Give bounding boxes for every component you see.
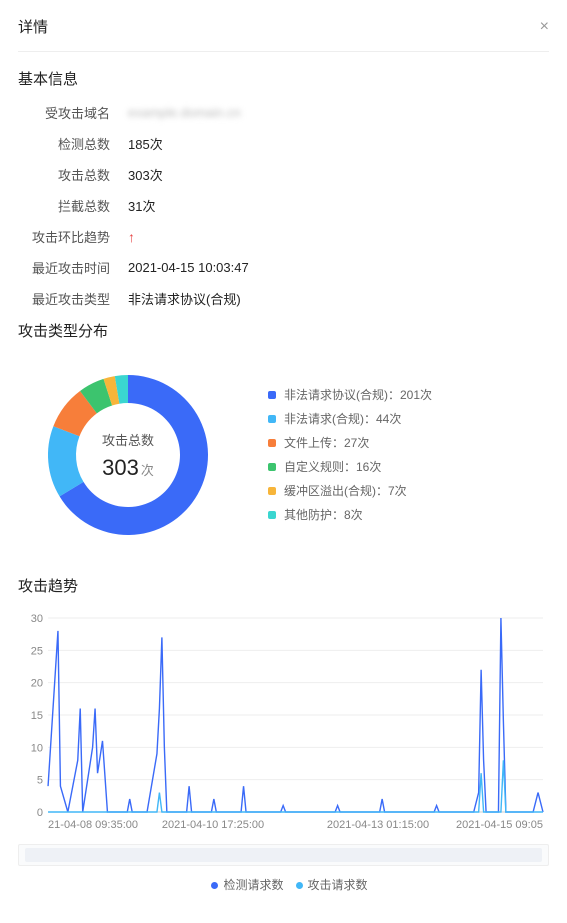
legend-label: 非法请求协议(合规)：201次 xyxy=(284,383,432,407)
legend-item[interactable]: 文件上传：27次 xyxy=(268,431,549,455)
donut-center: 攻击总数 303次 xyxy=(102,430,154,481)
legend-label: 缓冲区溢出(合规)：7次 xyxy=(284,479,407,503)
legend-label: 其他防护：8次 xyxy=(284,503,363,527)
svg-text:25: 25 xyxy=(31,645,43,657)
info-label: 最近攻击类型 xyxy=(18,289,110,308)
panel-title: 详情 xyxy=(18,16,48,37)
legend-dot-icon xyxy=(211,882,218,889)
info-row: 检测总数 185次 xyxy=(18,134,549,153)
details-panel: 详情 × 基本信息 受攻击域名 example.domain.cn 检测总数 185次… xyxy=(0,0,567,909)
svg-text:2021-04-13 01:15:00: 2021-04-13 01:15:00 xyxy=(327,819,429,831)
info-row: 最近攻击类型非法请求协议(合规) xyxy=(18,289,549,308)
svg-text:10: 10 xyxy=(31,742,43,754)
legend-label: 自定义规则：16次 xyxy=(284,455,381,479)
info-row: 攻击总数 303次 xyxy=(18,165,549,184)
donut-center-label: 攻击总数 xyxy=(102,430,154,449)
close-icon[interactable]: × xyxy=(540,18,549,36)
legend-dot-icon xyxy=(268,415,276,423)
info-label: 最近攻击时间 xyxy=(18,258,110,277)
legend-dot-icon xyxy=(268,463,276,471)
legend-label[interactable]: 攻击请求数 xyxy=(308,878,368,892)
svg-text:21-04-08 09:35:00: 21-04-08 09:35:00 xyxy=(48,819,138,831)
svg-text:2021-04-10 17:25:00: 2021-04-10 17:25:00 xyxy=(162,819,264,831)
info-label: 拦截总数 xyxy=(18,196,110,215)
basic-info-list: 受攻击域名example.domain.cn检测总数185次攻击总数303次拦截… xyxy=(18,103,549,308)
trend-range-slider[interactable] xyxy=(18,844,549,866)
legend-dot-icon xyxy=(268,511,276,519)
legend-dot-icon xyxy=(268,391,276,399)
donut-center-value: 303 xyxy=(102,455,139,480)
donut-chart: 攻击总数 303次 xyxy=(18,355,238,555)
info-value: example.domain.cn xyxy=(128,105,241,120)
info-value: 2021-04-15 10:03:47 xyxy=(128,260,249,275)
info-row: 攻击环比趋势 ↑ xyxy=(18,227,549,246)
info-label: 攻击总数 xyxy=(18,165,110,184)
info-value: 非法请求协议(合规) xyxy=(128,289,241,308)
trend-range-handle[interactable] xyxy=(25,848,542,862)
attack-trend-title: 攻击趋势 xyxy=(18,575,549,596)
info-value: 303次 xyxy=(128,165,163,184)
legend-label[interactable]: 检测请求数 xyxy=(223,878,283,892)
info-label: 攻击环比趋势 xyxy=(18,227,110,246)
svg-text:2021-04-15 09:05: 2021-04-15 09:05 xyxy=(456,819,543,831)
donut-center-unit: 次 xyxy=(141,463,154,478)
legend-item[interactable]: 缓冲区溢出(合规)：7次 xyxy=(268,479,549,503)
legend-dot-icon xyxy=(296,882,303,889)
legend-label: 文件上传：27次 xyxy=(284,431,369,455)
svg-text:20: 20 xyxy=(31,678,43,690)
legend-item[interactable]: 非法请求协议(合规)：201次 xyxy=(268,383,549,407)
legend-dot-icon xyxy=(268,487,276,495)
attack-type-dist-title: 攻击类型分布 xyxy=(18,320,549,341)
info-label: 检测总数 xyxy=(18,134,110,153)
trend-chart-area: 0 5 10 15 20 25 30 21-04-08 09:35:00 2021-04-10 … xyxy=(18,610,549,893)
info-row: 最近攻击时间 2021-04-15 10:03:47 xyxy=(18,258,549,277)
info-value: 185次 xyxy=(128,134,163,153)
trend-series-line xyxy=(48,760,543,812)
info-row: 受攻击域名 example.domain.cn xyxy=(18,103,549,122)
trend-chart: 0 5 10 15 20 25 30 21-04-08 09:35:00 2021-04-10 … xyxy=(18,610,549,840)
panel-header: 详情 × xyxy=(18,16,549,52)
basic-info-title: 基本信息 xyxy=(18,68,549,89)
legend-dot-icon xyxy=(268,439,276,447)
info-value: 31次 xyxy=(128,196,155,215)
info-row: 拦截总数 31次 xyxy=(18,196,549,215)
donut-section: 攻击总数 303次 非法请求协议(合规)：201次非法请求(合规)：44次文件上… xyxy=(18,355,549,555)
legend-item[interactable]: 其他防护：8次 xyxy=(268,503,549,527)
info-value: ↑ xyxy=(128,229,135,245)
legend-item[interactable]: 非法请求(合规)：44次 xyxy=(268,407,549,431)
legend-item[interactable]: 自定义规则：16次 xyxy=(268,455,549,479)
svg-text:15: 15 xyxy=(31,710,43,722)
trend-legend: 检测请求数 攻击请求数 xyxy=(18,876,549,893)
svg-text:30: 30 xyxy=(31,613,43,625)
legend-label: 非法请求(合规)：44次 xyxy=(284,407,401,431)
svg-text:5: 5 xyxy=(37,775,43,787)
info-label: 受攻击域名 xyxy=(18,103,110,122)
svg-text:0: 0 xyxy=(37,807,43,819)
donut-legend: 非法请求协议(合规)：201次非法请求(合规)：44次文件上传：27次自定义规则… xyxy=(238,383,549,527)
